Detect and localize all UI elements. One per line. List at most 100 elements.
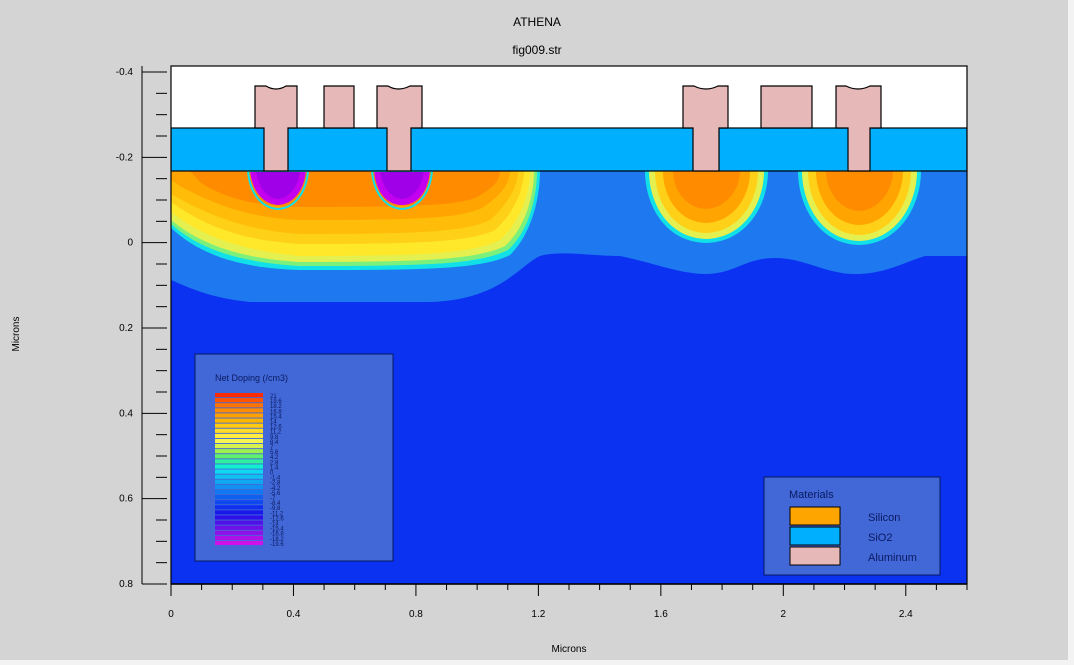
materials-legend-title: Materials bbox=[789, 489, 834, 501]
doping-swatch bbox=[215, 540, 263, 546]
doping-level-label: 8.4 bbox=[270, 440, 279, 446]
doping-level-label: 15.4 bbox=[270, 414, 282, 420]
x-axis-ticks: 0 0.4 0.8 1.2 1.6 2 2.4 bbox=[168, 584, 968, 620]
doping-swatch bbox=[215, 423, 263, 428]
doping-level-label: 7 bbox=[270, 445, 274, 451]
window-edge-bottom bbox=[0, 660, 1074, 665]
doping-level-label: -15.4 bbox=[270, 527, 284, 533]
oxide-layer bbox=[171, 127, 967, 172]
doping-level-label: 5.6 bbox=[270, 450, 279, 456]
y-tick-label: 0.6 bbox=[119, 494, 133, 505]
doping-swatch bbox=[215, 459, 263, 464]
x-tick-label: 0.4 bbox=[287, 609, 301, 620]
material-label: Silicon bbox=[868, 512, 900, 524]
doping-level-label: 14 bbox=[270, 420, 277, 426]
y-tick-label: 0 bbox=[127, 238, 133, 249]
contact-4 bbox=[682, 85, 729, 172]
doping-level-label: -11.2 bbox=[270, 511, 284, 517]
doping-level-label: 2.8 bbox=[270, 460, 279, 466]
doping-swatch bbox=[215, 530, 263, 535]
right-junction-2 bbox=[798, 171, 921, 245]
doping-swatch bbox=[215, 428, 263, 433]
doping-swatch bbox=[215, 444, 263, 449]
doping-level-label: 0 bbox=[270, 471, 274, 477]
doping-swatch bbox=[215, 535, 263, 540]
materials-legend: Silicon SiO2 Aluminum bbox=[763, 476, 941, 576]
doping-level-label: 19.6 bbox=[270, 399, 282, 405]
y-tick-label: -0.2 bbox=[116, 152, 134, 163]
plot-area: 2119.618.216.815.41412.611.29.88.475.64.… bbox=[171, 66, 967, 584]
x-axis-label: Microns bbox=[551, 644, 586, 655]
contact-6 bbox=[835, 85, 882, 172]
x-tick-label: 1.6 bbox=[654, 609, 668, 620]
doping-swatch bbox=[215, 500, 263, 505]
doping-labels: 2119.618.216.815.41412.611.29.88.475.64.… bbox=[270, 394, 284, 548]
doping-legend: 2119.618.216.815.41412.611.29.88.475.64.… bbox=[194, 353, 394, 562]
doping-level-label: 1.4 bbox=[270, 465, 279, 471]
contact-1 bbox=[254, 85, 298, 172]
y-tick-label: 0.4 bbox=[119, 408, 133, 419]
material-swatch bbox=[789, 526, 841, 546]
doping-level-label: -2.8 bbox=[270, 481, 281, 487]
doping-level-label: 4.2 bbox=[270, 455, 279, 461]
right-junction-1 bbox=[645, 171, 768, 243]
doping-swatch bbox=[215, 474, 263, 479]
x-tick-label: 0 bbox=[168, 609, 174, 620]
doping-swatch bbox=[215, 489, 263, 495]
doping-swatch bbox=[215, 449, 263, 454]
doping-level-label: 12.6 bbox=[270, 425, 282, 431]
doping-level-label: -5.6 bbox=[270, 491, 281, 497]
doping-swatch bbox=[215, 433, 263, 438]
doping-level-label: 16.8 bbox=[270, 409, 282, 415]
y-axis-ticks: -0.4 -0.2 0 0.2 0.4 0.6 0.8 bbox=[116, 67, 167, 590]
doping-level-label: -8.4 bbox=[270, 501, 281, 507]
doping-swatch bbox=[215, 479, 263, 484]
contact-2 bbox=[323, 85, 355, 129]
doping-swatch bbox=[215, 403, 263, 408]
doping-swatch bbox=[215, 398, 263, 403]
doping-swatch bbox=[215, 515, 263, 520]
materials-items: Silicon SiO2 Aluminum bbox=[789, 506, 917, 566]
x-tick-label: 0.8 bbox=[409, 609, 423, 620]
plot-subtitle: fig009.str bbox=[512, 43, 562, 57]
y-tick-label: -0.4 bbox=[116, 67, 134, 78]
doping-level-label: -16.8 bbox=[270, 532, 284, 538]
plot-title: ATHENA bbox=[513, 15, 561, 29]
y-axis-label: Microns bbox=[11, 316, 22, 351]
doping-swatch bbox=[215, 505, 263, 510]
doping-swatch bbox=[215, 418, 263, 423]
x-tick-label: 1.2 bbox=[531, 609, 545, 620]
doping-swatches bbox=[215, 393, 263, 546]
doping-level-label: 9.8 bbox=[270, 435, 279, 441]
x-tick-label: 2.4 bbox=[899, 609, 913, 620]
doping-swatch bbox=[215, 520, 263, 525]
doping-level-label: -7 bbox=[270, 496, 276, 502]
doping-swatch bbox=[215, 469, 263, 474]
doping-swatch bbox=[215, 525, 263, 530]
doping-level-label: -18.2 bbox=[270, 537, 284, 543]
doping-level-label: 18.2 bbox=[270, 404, 282, 410]
y-tick-label: 0.2 bbox=[119, 323, 133, 334]
doping-level-label: 11.2 bbox=[270, 430, 282, 436]
material-label: SiO2 bbox=[868, 532, 892, 544]
left-junction bbox=[171, 170, 540, 270]
doping-level-label: -4.2 bbox=[270, 486, 281, 492]
doping-level-label: -14 bbox=[270, 522, 279, 528]
contact-5 bbox=[760, 85, 813, 129]
doping-level-label: -12.6 bbox=[270, 516, 284, 522]
aluminum-contacts bbox=[254, 85, 882, 172]
material-label: Aluminum bbox=[868, 552, 917, 564]
doping-level-label: -1.4 bbox=[270, 476, 281, 482]
material-swatch bbox=[789, 506, 841, 526]
doping-swatch bbox=[215, 484, 263, 489]
x-tick-label: 2 bbox=[781, 609, 787, 620]
doping-swatch bbox=[215, 495, 263, 500]
contact-3 bbox=[376, 85, 423, 172]
doping-swatch bbox=[215, 408, 263, 413]
doping-level-label: 21 bbox=[270, 394, 277, 400]
doping-swatch bbox=[215, 393, 263, 398]
well-ripple bbox=[620, 256, 925, 274]
doping-swatch bbox=[215, 510, 263, 515]
